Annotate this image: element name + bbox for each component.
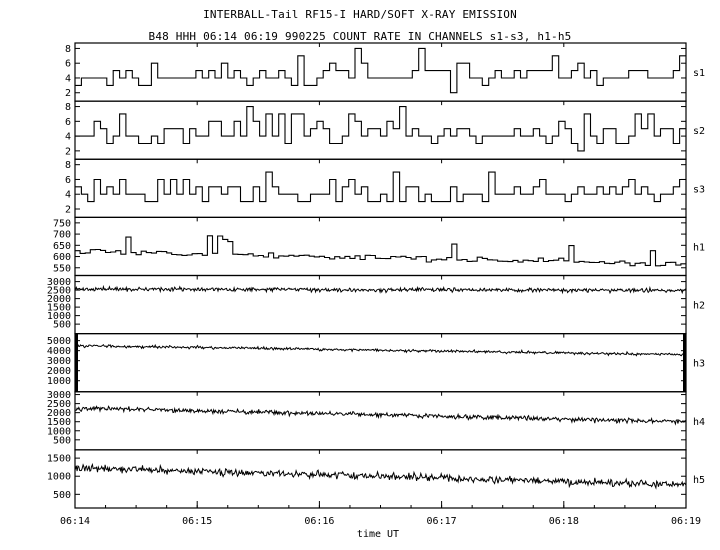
xtick-label: 06:17	[427, 516, 457, 527]
panel-s1: 2 4 6 8 s1	[65, 42, 705, 102]
ytick-label-h4: 1500	[47, 417, 71, 428]
ytick-label-h1: 600	[53, 252, 71, 263]
ytick-label-h5: 500	[53, 490, 71, 501]
ytick-label-h4: 2000	[47, 408, 71, 419]
ytick-label-h3: 2000	[47, 366, 71, 377]
chart-title: INTERBALL-Tail RF15-I HARD/SOFT X-RAY EM…	[203, 8, 517, 21]
channel-label-h1: h1	[693, 242, 705, 253]
ytick-label-h1: 750	[53, 218, 71, 229]
ytick-label-h2: 1500	[47, 303, 71, 314]
series-line-h5	[74, 462, 687, 490]
x-axis: 06:14 06:15 06:16 06:17 06:18 06:19	[60, 43, 701, 527]
ytick-label-h3: 1000	[47, 376, 71, 387]
ytick-label-s1: 8	[65, 44, 71, 55]
channel-label-s1: s1	[693, 68, 705, 79]
channel-label-h3: h3	[693, 359, 705, 370]
ytick-label-h2: 2500	[47, 286, 71, 297]
channel-label-h2: h2	[693, 301, 705, 312]
channel-label-s3: s3	[693, 184, 705, 195]
series-line-s3	[75, 171, 686, 203]
edge-bar-left-h3	[75, 333, 78, 392]
ytick-label-h4: 1000	[47, 426, 71, 437]
ytick-label-h4: 3000	[47, 390, 71, 401]
ytick-label-h3: 4000	[47, 346, 71, 357]
ytick-label-h4: 500	[53, 435, 71, 446]
series-line-h1	[75, 235, 686, 267]
series-line-h2	[74, 284, 686, 295]
ytick-label-h5: 1500	[47, 454, 71, 465]
panel-h5: 500 1000 1500 h5	[47, 449, 705, 509]
panel-s3: 2 4 6 8 s3	[65, 158, 705, 218]
channel-label-h4: h4	[693, 417, 705, 428]
ytick-label-s2: 2	[65, 146, 71, 157]
ytick-label-s3: 6	[65, 175, 71, 186]
ytick-label-h2: 2000	[47, 294, 71, 305]
x-axis-label: time UT	[357, 529, 399, 540]
series-line-h4	[75, 405, 686, 426]
ytick-label-s2: 8	[65, 102, 71, 113]
ytick-label-h4: 2500	[47, 399, 71, 410]
series-line-s1	[75, 47, 686, 94]
panel-frame-s1	[74, 42, 687, 102]
panel-frame-h3	[74, 333, 687, 393]
ytick-label-s1: 2	[65, 88, 71, 99]
xtick-label: 06:14	[60, 516, 90, 527]
ytick-label-h2: 500	[53, 320, 71, 331]
panel-frame-s3	[74, 158, 687, 218]
xtick-label: 06:18	[549, 516, 579, 527]
ytick-label-s1: 6	[65, 59, 71, 70]
panel-s2: 2 4 6 8 s2	[65, 100, 705, 160]
xtick-label: 06:15	[182, 516, 212, 527]
ytick-label-h3: 5000	[47, 336, 71, 347]
channel-label-s2: s2	[693, 126, 705, 137]
ytick-label-h2: 1000	[47, 311, 71, 322]
ytick-label-h1: 700	[53, 230, 71, 241]
series-line-s2	[75, 106, 686, 152]
ytick-label-s3: 8	[65, 160, 71, 171]
edge-bar-right-h3	[683, 333, 686, 392]
chart-subtitle: B48 HHH 06:14 06:19 990225 COUNT RATE IN…	[148, 30, 572, 43]
ytick-label-s2: 6	[65, 117, 71, 128]
chart-panels: 2468s12468s22468s3550600650700750h150010…	[47, 42, 705, 509]
ytick-label-s3: 2	[65, 204, 71, 215]
ytick-label-s1: 4	[65, 73, 71, 84]
xtick-label: 06:16	[304, 516, 334, 527]
ytick-label-h1: 550	[53, 263, 71, 274]
channel-label-h5: h5	[693, 475, 705, 486]
panel-frame-h2	[74, 274, 687, 335]
ytick-label-h3: 3000	[47, 356, 71, 367]
xtick-label: 06:19	[671, 516, 701, 527]
ytick-label-h2: 3000	[47, 277, 71, 288]
panel-frame-h1	[74, 216, 687, 277]
ytick-label-s3: 4	[65, 190, 71, 201]
series-line-h3	[75, 343, 686, 357]
ytick-label-h1: 650	[53, 241, 71, 252]
ytick-label-h5: 1000	[47, 472, 71, 483]
ytick-label-s2: 4	[65, 132, 71, 143]
